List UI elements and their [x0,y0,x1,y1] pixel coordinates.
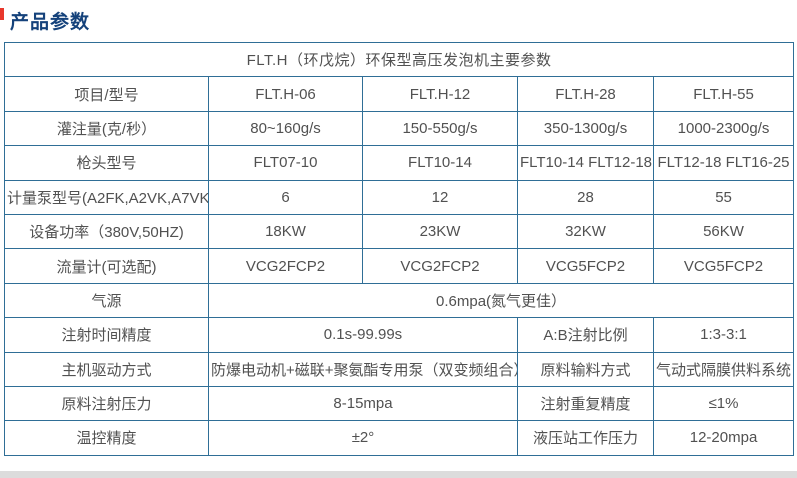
column-header-cell: FLT.H-55 [652,76,795,112]
param-value-cell: 350-1300g/s [517,110,654,147]
section-title-row: 产品参数 [0,0,797,34]
param-label-cell: 注射时间精度 [4,317,209,353]
param-label-cell: 气源 [4,282,209,319]
param-value-cell: 气动式隔膜供料系统 [652,351,795,387]
table-row: 注射时间精度 0.1s-99.99s A:B注射比例 1:3-3:1 [4,317,795,353]
param-value-cell: 32KW [517,213,654,250]
param-value-cell: 0.6mpa(氮气更佳） [207,282,795,319]
page-title: 产品参数 [10,12,91,33]
column-header-cell: FLT.H-12 [362,76,518,112]
param-value-cell: 56KW [652,213,795,250]
param-value-cell: FLT10-14 FLT12-18 [517,145,654,181]
param-value-cell: 55 [652,179,795,215]
param-label-cell: 原料输料方式 [517,351,654,387]
table-row: 温控精度 ±2° 液压站工作压力 12-20mpa [4,420,795,456]
param-value-cell: VCG5FCP2 [517,248,654,284]
param-value-cell: 1:3-3:1 [652,317,795,353]
param-value-cell: 18KW [208,213,363,250]
table-row: 原料注射压力 8-15mpa 注射重复精度 ≤1% [4,385,795,422]
param-value-cell: VCG2FCP2 [208,248,363,284]
param-label-cell: 注射重复精度 [517,385,654,422]
param-label-cell: 项目/型号 [4,76,209,112]
param-value-cell: FLT10-14 [362,145,518,181]
param-value-cell: 23KW [362,213,518,250]
param-label-cell: 液压站工作压力 [517,420,654,456]
param-label-cell: 设备功率（380V,50HZ) [4,213,209,250]
param-value-cell: FLT12-18 FLT16-25 [652,145,795,181]
param-label-cell: 枪头型号 [4,145,209,181]
table-title-row: FLT.H（环戊烷）环保型高压发泡机主要参数 [3,41,795,78]
param-value-cell: 12 [362,179,518,215]
table-row: 枪头型号 FLT07-10 FLT10-14 FLT10-14 FLT12-18… [4,145,795,181]
param-value-cell: ≤1% [652,385,795,422]
param-value-cell: VCG2FCP2 [362,248,518,284]
table-row: 计量泵型号(A2FK,A2VK,A7VK) 6 12 28 55 [4,179,795,215]
table-row: 灌注量(克/秒） 80~160g/s 150-550g/s 350-1300g/… [4,110,795,147]
param-value-cell: 12-20mpa [652,420,795,456]
param-value-cell: 28 [517,179,654,215]
table-row: 主机驱动方式 防爆电动机+磁联+聚氨酯专用泵（双变频组合） 原料输料方式 气动式… [4,351,795,387]
param-label-cell: 温控精度 [4,420,209,456]
red-square-bullet-icon [0,8,4,20]
table-row: 设备功率（380V,50HZ) 18KW 23KW 32KW 56KW [4,213,795,250]
param-value-cell: 8-15mpa [208,385,518,422]
param-label-cell: 原料注射压力 [4,385,209,422]
param-label-cell: 灌注量(克/秒） [4,110,209,147]
bottom-divider [0,471,797,478]
param-value-cell: 1000-2300g/s [652,110,795,147]
param-label-cell: A:B注射比例 [517,317,654,353]
param-label-cell: 流量计(可选配) [4,248,209,284]
table-row: 气源 0.6mpa(氮气更佳） [4,282,795,319]
param-value-cell: 0.1s-99.99s [208,317,518,353]
param-value-cell: ±2° [208,420,518,456]
table-row: 流量计(可选配) VCG2FCP2 VCG2FCP2 VCG5FCP2 VCG5… [4,248,795,284]
product-params-table: FLT.H（环戊烷）环保型高压发泡机主要参数 项目/型号 FLT.H-06 FL… [3,41,795,456]
column-header-cell: FLT.H-28 [517,76,654,112]
param-label-cell: 主机驱动方式 [4,351,209,387]
column-header-cell: FLT.H-06 [208,76,363,112]
table-title-cell: FLT.H（环戊烷）环保型高压发泡机主要参数 [3,41,795,78]
param-value-cell: VCG5FCP2 [652,248,795,284]
param-value-cell: 6 [208,179,363,215]
param-value-cell: FLT07-10 [208,145,363,181]
param-label-cell: 计量泵型号(A2FK,A2VK,A7VK) [4,179,209,215]
param-value-cell: 防爆电动机+磁联+聚氨酯专用泵（双变频组合） [208,351,518,387]
table-row: 项目/型号 FLT.H-06 FLT.H-12 FLT.H-28 FLT.H-5… [4,76,795,112]
param-value-cell: 150-550g/s [362,110,518,147]
param-value-cell: 80~160g/s [208,110,363,147]
